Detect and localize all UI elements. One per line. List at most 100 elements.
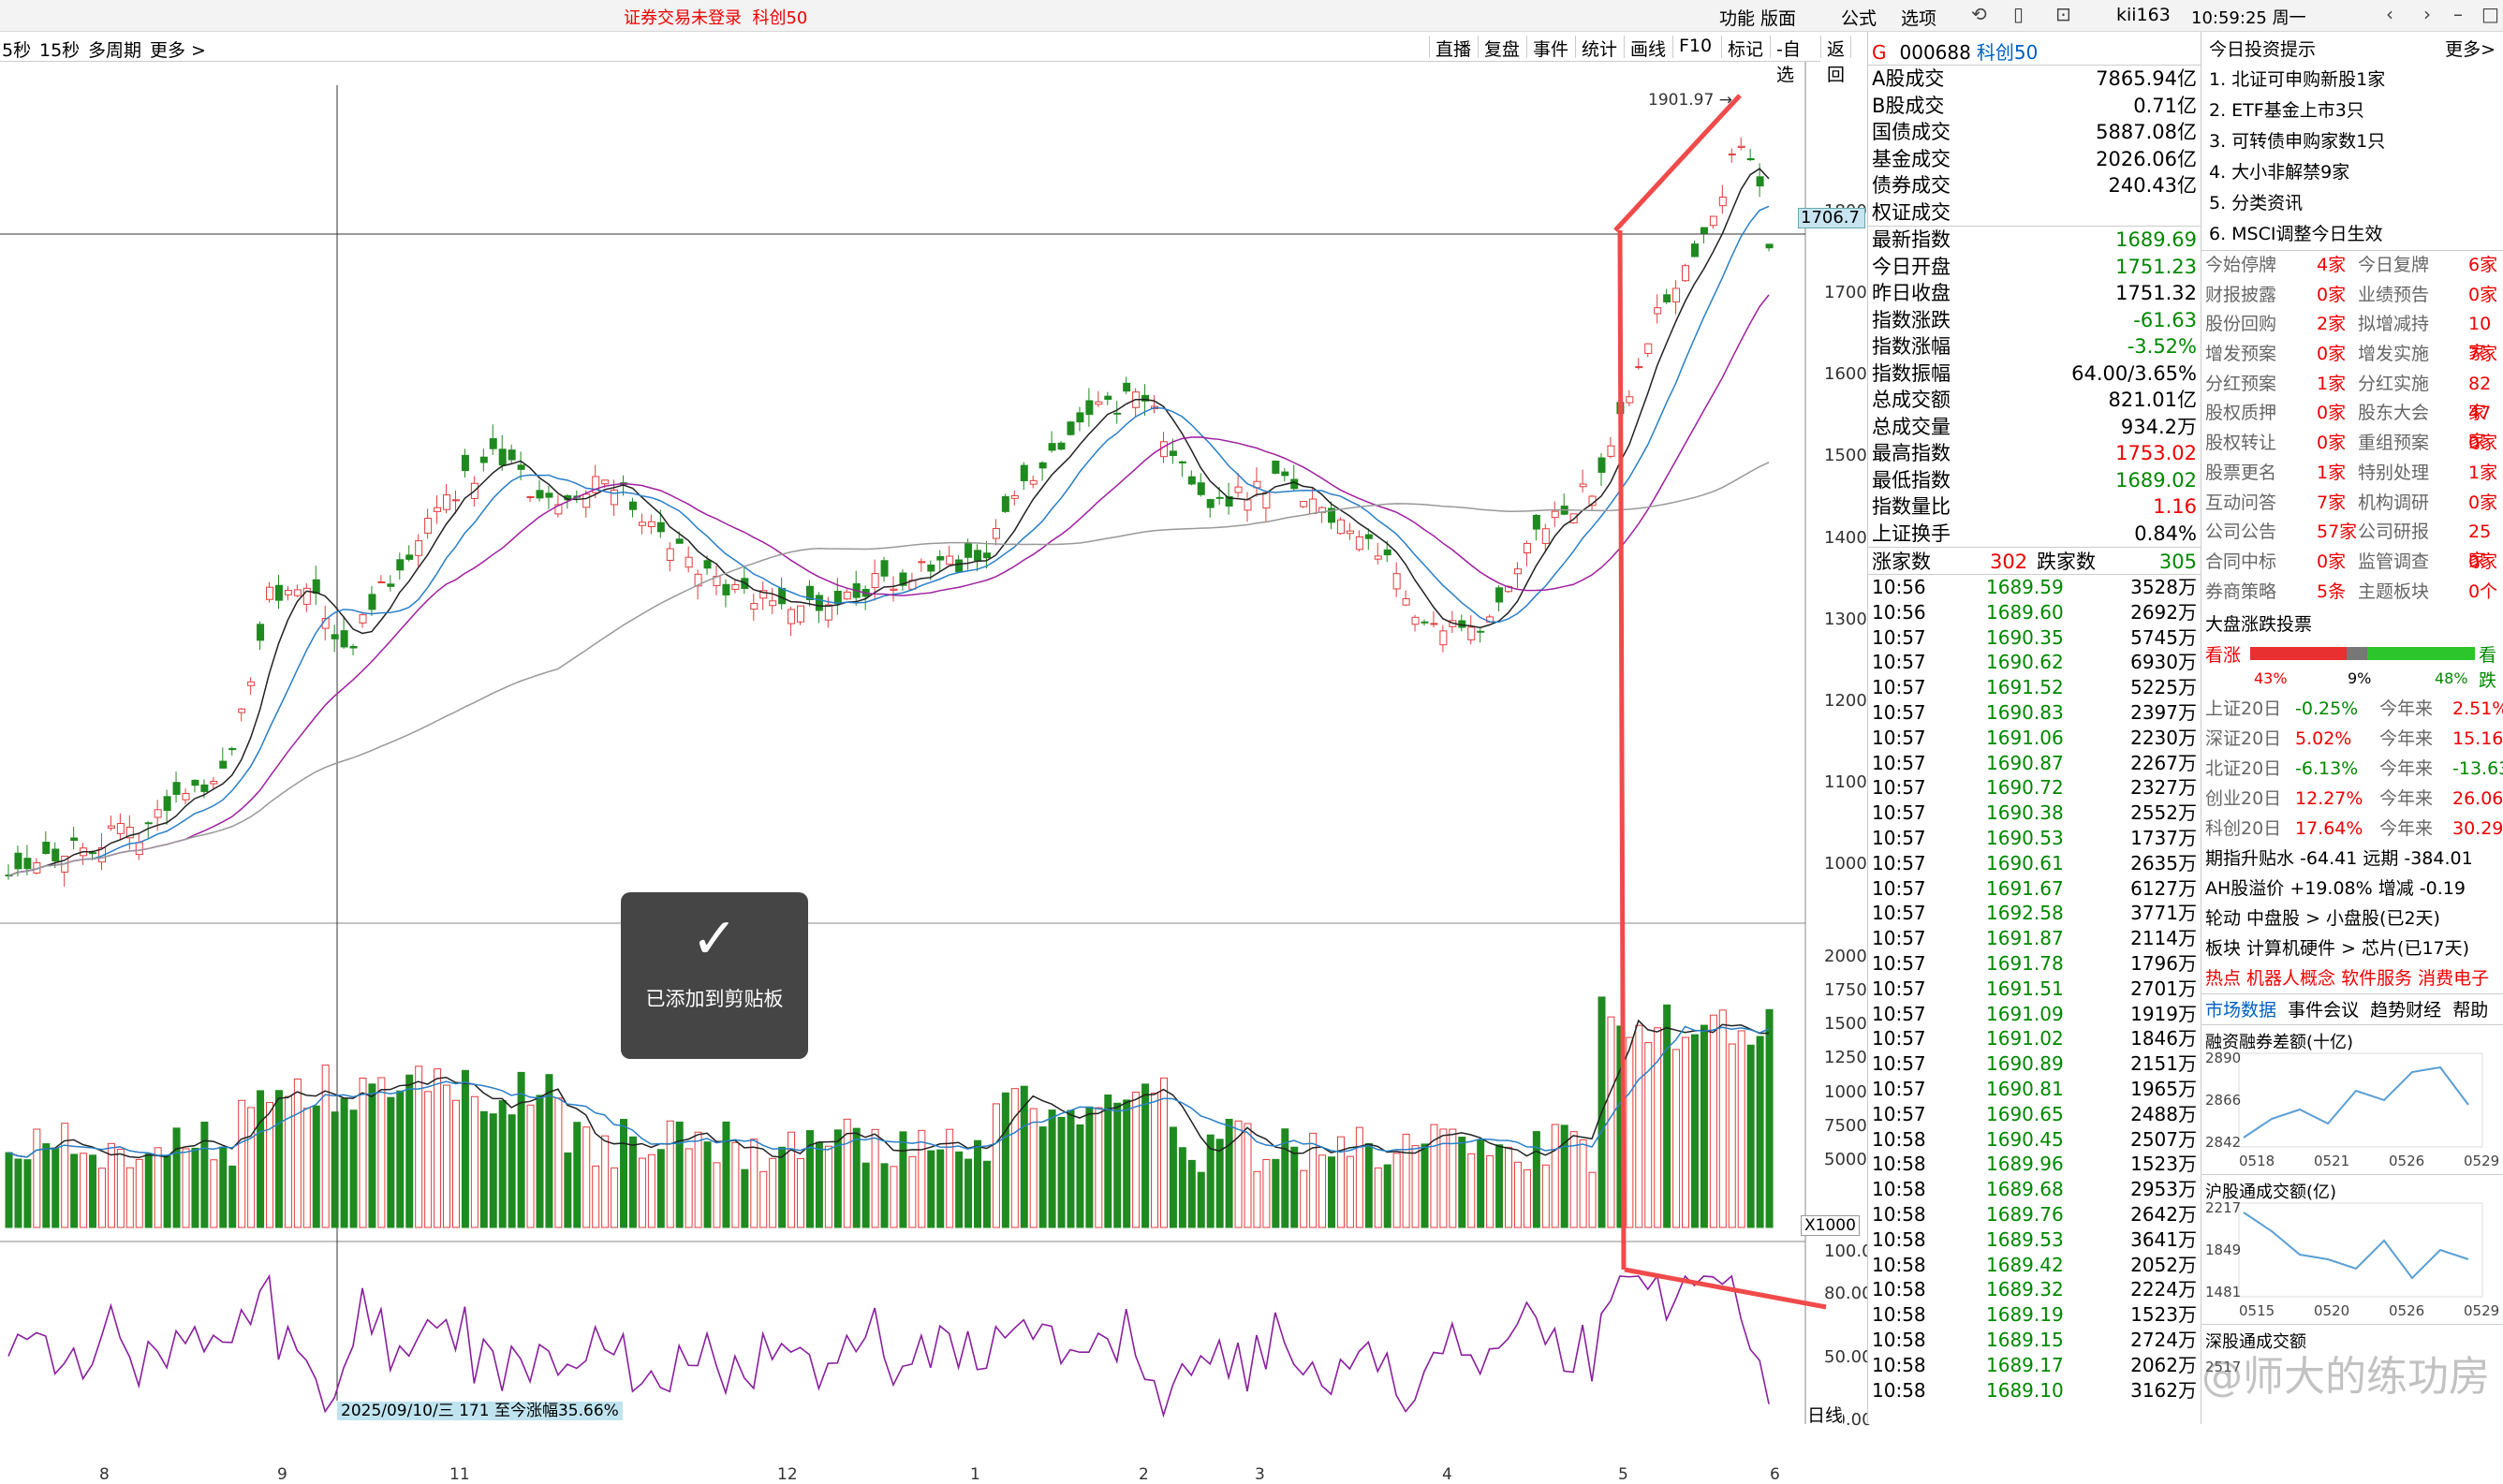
tick-row[interactable]: 10:57 1690.61 2635万: [1868, 851, 2201, 876]
tick-row[interactable]: 10:57 1691.51 2701万: [1868, 977, 2201, 1002]
chart-canvas[interactable]: 1901.97 →: [0, 62, 1867, 1424]
tip-item[interactable]: 2. ETF基金上市3只: [2209, 100, 2364, 121]
tool-stats[interactable]: 统计: [1575, 36, 1623, 60]
candle-body: [1364, 534, 1373, 539]
tick-row[interactable]: 10:57 1691.02 1846万: [1868, 1026, 2201, 1051]
period-15s[interactable]: 15秒: [39, 40, 81, 61]
tick-amount: 3528万: [2130, 576, 2197, 598]
x-tick: 9: [277, 1465, 287, 1484]
tick-amount: 1796万: [2130, 951, 2197, 975]
lock-icon[interactable]: ⊡: [2055, 3, 2071, 25]
tick-list[interactable]: 10:56 1689.59 3528万 10:56 1689.60 2692万 10:57 1…: [1868, 575, 2201, 1403]
refresh-icon[interactable]: ⟲: [1971, 3, 1987, 25]
event-row[interactable]: 互动问答 7家 机构调研 0家: [2201, 489, 2503, 519]
tool-draw[interactable]: 画线: [1624, 36, 1671, 60]
tips-more-link[interactable]: 更多>: [2445, 39, 2496, 60]
tick-row[interactable]: 10:58 1689.68 2953万: [1868, 1177, 2201, 1202]
tool-mark[interactable]: 标记: [1721, 36, 1769, 60]
tick-row[interactable]: 10:57 1690.53 1737万: [1868, 826, 2201, 851]
tick-row[interactable]: 10:58 1689.76 2642万: [1868, 1202, 2201, 1227]
tick-row[interactable]: 10:58 1689.10 3162万: [1868, 1378, 2201, 1403]
volume-bar: [722, 1121, 730, 1228]
tick-row[interactable]: 10:57 1691.67 6127万: [1868, 876, 2201, 902]
tick-row[interactable]: 10:57 1690.38 2552万: [1868, 801, 2201, 826]
tick-row[interactable]: 10:58 1689.42 2052万: [1868, 1253, 2201, 1278]
event-row[interactable]: 股份回购 2家 拟增减持 10家: [2201, 310, 2503, 363]
candle-body: [1654, 307, 1662, 315]
tick-row[interactable]: 10:58 1689.32 2224万: [1868, 1277, 2201, 1302]
tool-watchlist[interactable]: -自选: [1770, 36, 1820, 85]
maximize-icon[interactable]: □: [2481, 3, 2499, 25]
tick-row[interactable]: 10:56 1689.60 2692万: [1868, 600, 2201, 625]
stat-row: 总成交量 934.2万: [1868, 414, 2201, 441]
tick-row[interactable]: 10:58 1689.15 2724万: [1868, 1328, 2201, 1353]
period-5s[interactable]: 5秒: [2, 40, 32, 61]
tick-row[interactable]: 10:58 1689.19 1523万: [1868, 1302, 2201, 1328]
tick-row[interactable]: 10:57 1690.89 2151万: [1868, 1051, 2201, 1077]
tip-item[interactable]: 1. 北证可申购新股1家: [2209, 69, 2386, 90]
event-row[interactable]: 股权转让 0家 重组预案 0家: [2201, 429, 2503, 459]
tick-row[interactable]: 10:57 1690.87 2267万: [1868, 751, 2201, 776]
event-row[interactable]: 股权质押 0家 股东大会 47家: [2201, 399, 2503, 452]
more-periods[interactable]: 更多 >: [150, 40, 206, 61]
tick-row[interactable]: 10:57 1690.72 2327万: [1868, 775, 2201, 801]
back-icon[interactable]: ‹: [2386, 3, 2393, 25]
tip-item[interactable]: 5. 分类资讯: [2209, 193, 2304, 213]
tool-events[interactable]: 事件: [1526, 36, 1574, 60]
tip-item[interactable]: 4. 大小非解禁9家: [2209, 162, 2350, 183]
event-row[interactable]: 今始停牌 4家 今日复牌 6家: [2201, 251, 2503, 281]
menu-formula[interactable]: 公式: [1841, 8, 1877, 29]
menu-options[interactable]: 选项: [1901, 8, 1937, 29]
phone-icon[interactable]: ▯: [2013, 3, 2024, 25]
candle-body: [1169, 450, 1177, 457]
tick-row[interactable]: 10:58 1690.45 2507万: [1868, 1127, 2201, 1153]
tab-trends[interactable]: 趋势财经: [2370, 1000, 2442, 1021]
tab-help[interactable]: 帮助: [2452, 1000, 2489, 1021]
event-row[interactable]: 券商策略 5条 主题板块 0个: [2201, 578, 2503, 608]
event-row[interactable]: 分红预案 1家 分红实施 82家: [2201, 370, 2503, 423]
candle-body: [1682, 265, 1690, 282]
minimize-icon[interactable]: –: [2453, 3, 2463, 25]
tick-row[interactable]: 10:57 1690.65 2488万: [1868, 1102, 2201, 1127]
tick-row[interactable]: 10:57 1690.35 5745万: [1868, 625, 2201, 651]
tick-row[interactable]: 10:57 1691.09 1919万: [1868, 1002, 2201, 1027]
tool-replay[interactable]: 复盘: [1478, 36, 1525, 60]
candle-body: [592, 476, 600, 493]
volume-bar: [526, 1104, 535, 1228]
forward-icon[interactable]: ›: [2423, 3, 2431, 25]
tool-live[interactable]: 直播: [1429, 36, 1477, 60]
event-row[interactable]: 股票更名 1家 特别处理 1家: [2201, 459, 2503, 489]
vote-bear-label[interactable]: 看跌: [2479, 645, 2497, 692]
tick-row[interactable]: 10:57 1690.81 1965万: [1868, 1077, 2201, 1102]
tab-market-data[interactable]: 市场数据: [2205, 1000, 2277, 1021]
tip-item[interactable]: 3. 可转债申购家数1只: [2209, 131, 2386, 152]
volume-bar: [1336, 1136, 1345, 1228]
menu-function[interactable]: 功能: [1719, 8, 1756, 29]
tick-row[interactable]: 10:58 1689.17 2062万: [1868, 1353, 2201, 1378]
event-row[interactable]: 合同中标 0家 监管调查 0家: [2201, 548, 2503, 578]
tick-row[interactable]: 10:57 1690.83 2397万: [1868, 700, 2201, 726]
tick-row[interactable]: 10:56 1689.59 3528万: [1868, 575, 2201, 600]
tick-price: 1690.38: [1986, 801, 2064, 825]
menu-layout[interactable]: 版面: [1760, 8, 1797, 29]
tick-row[interactable]: 10:57 1692.58 3771万: [1868, 901, 2201, 926]
tick-row[interactable]: 10:57 1691.87 2114万: [1868, 926, 2201, 951]
event-count: 57家: [2317, 522, 2358, 543]
multi-period[interactable]: 多周期: [88, 40, 142, 61]
vote-bull-label[interactable]: 看涨: [2205, 645, 2242, 667]
event-row[interactable]: 公司公告 57家 公司研报 25家: [2201, 518, 2503, 571]
period-label[interactable]: 日线: [1807, 1402, 1844, 1427]
tick-row[interactable]: 10:58 1689.96 1523万: [1868, 1152, 2201, 1177]
tick-row[interactable]: 10:57 1691.78 1796万: [1868, 951, 2201, 977]
tick-row[interactable]: 10:57 1690.62 6930万: [1868, 650, 2201, 675]
tab-events[interactable]: 事件会议: [2288, 1000, 2360, 1021]
event-row[interactable]: 增发预案 0家 增发实施 7家: [2201, 340, 2503, 370]
tick-row[interactable]: 10:58 1689.53 3641万: [1868, 1227, 2201, 1253]
tick-row[interactable]: 10:57 1691.52 5225万: [1868, 675, 2201, 700]
tool-f10[interactable]: F10: [1672, 36, 1717, 58]
tool-back[interactable]: 返回: [1820, 36, 1852, 85]
kline-chart[interactable]: 1901.97 → 180017001600150014001300120011…: [0, 62, 1883, 1484]
event-row[interactable]: 财报披露 0家 业绩预告 0家: [2201, 281, 2503, 311]
tick-row[interactable]: 10:57 1691.06 2230万: [1868, 726, 2201, 751]
tip-item[interactable]: 6. MSCI调整今日生效: [2209, 224, 2383, 244]
